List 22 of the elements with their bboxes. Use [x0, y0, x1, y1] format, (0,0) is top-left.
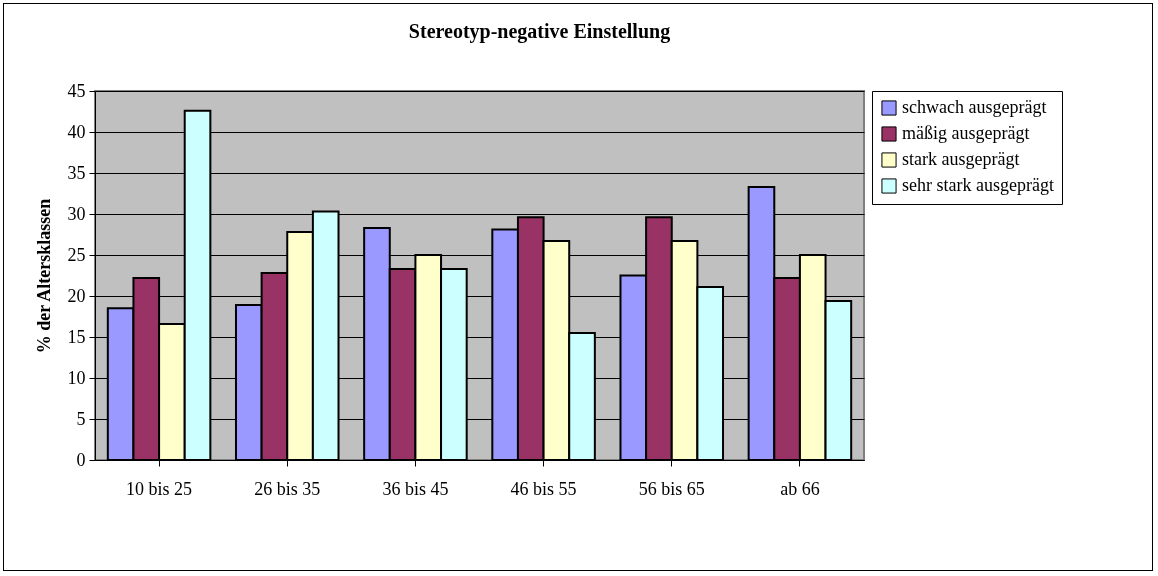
x-tick-label: 36 bis 45	[382, 478, 449, 499]
y-tick-label: 5	[76, 408, 86, 429]
legend-label: stark ausgeprägt	[902, 149, 1020, 169]
y-tick-label: 0	[76, 449, 86, 470]
y-tick-label: 10	[67, 367, 86, 388]
y-tick-label: 15	[67, 326, 86, 347]
chart-title: Stereotyp-negative Einstellung	[408, 20, 671, 43]
legend-label: sehr stark ausgeprägt	[902, 175, 1054, 195]
legend-label: mäßig ausgeprägt	[902, 123, 1030, 143]
y-tick-label: 25	[67, 244, 86, 265]
y-tick-label: 45	[67, 80, 86, 101]
x-tick-label: 10 bis 25	[126, 478, 193, 499]
y-tick-label: 40	[67, 121, 86, 142]
x-tick-label: 26 bis 35	[254, 478, 321, 499]
y-tick-label: 30	[67, 203, 86, 224]
x-tick-label: ab 66	[780, 478, 820, 499]
x-tick-label: 56 bis 65	[638, 478, 705, 499]
legend-label: schwach ausgeprägt	[902, 97, 1047, 117]
y-tick-label: 35	[67, 162, 86, 183]
y-axis-title: % der Altersklassen	[33, 198, 54, 354]
y-tick-label: 20	[67, 285, 86, 306]
x-tick-label: 46 bis 55	[510, 478, 577, 499]
